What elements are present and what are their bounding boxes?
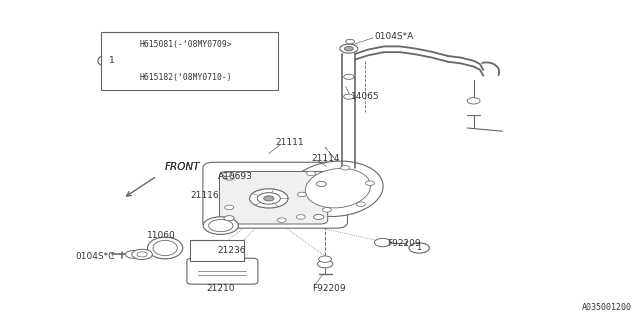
Circle shape bbox=[344, 74, 354, 79]
Text: 21111: 21111 bbox=[275, 138, 304, 147]
Text: FRONT: FRONT bbox=[165, 162, 200, 172]
Circle shape bbox=[409, 243, 429, 253]
Text: A035001200: A035001200 bbox=[582, 303, 632, 312]
Circle shape bbox=[137, 252, 147, 257]
Circle shape bbox=[277, 218, 286, 222]
Circle shape bbox=[317, 260, 333, 268]
Text: 1: 1 bbox=[109, 56, 115, 65]
Circle shape bbox=[319, 256, 332, 262]
Circle shape bbox=[374, 238, 391, 247]
Text: 0104S*C: 0104S*C bbox=[76, 252, 115, 261]
Circle shape bbox=[223, 172, 232, 177]
Circle shape bbox=[250, 189, 288, 208]
Ellipse shape bbox=[153, 240, 177, 256]
Text: 21236: 21236 bbox=[218, 246, 246, 255]
FancyBboxPatch shape bbox=[190, 240, 244, 261]
Text: 21210: 21210 bbox=[207, 284, 235, 293]
Circle shape bbox=[225, 205, 234, 210]
Text: A10693: A10693 bbox=[218, 172, 252, 181]
Text: 0104S*A: 0104S*A bbox=[374, 32, 413, 41]
Circle shape bbox=[298, 192, 307, 197]
Circle shape bbox=[467, 98, 480, 104]
Ellipse shape bbox=[204, 217, 238, 234]
Circle shape bbox=[257, 193, 280, 204]
Circle shape bbox=[224, 175, 234, 180]
Circle shape bbox=[307, 171, 316, 176]
Circle shape bbox=[323, 208, 332, 212]
Ellipse shape bbox=[305, 168, 371, 208]
Ellipse shape bbox=[209, 220, 233, 232]
Circle shape bbox=[344, 94, 354, 99]
Circle shape bbox=[346, 39, 355, 44]
Text: FRONT: FRONT bbox=[165, 162, 200, 172]
Circle shape bbox=[125, 251, 141, 258]
Text: F92209: F92209 bbox=[387, 239, 421, 248]
Text: F92209: F92209 bbox=[312, 284, 346, 293]
Text: 1: 1 bbox=[417, 244, 422, 252]
Text: 14065: 14065 bbox=[351, 92, 380, 100]
Text: H615081(-‘08MY0709>: H615081(-‘08MY0709> bbox=[140, 40, 232, 49]
Circle shape bbox=[132, 249, 152, 260]
Circle shape bbox=[264, 196, 274, 201]
Text: 11060: 11060 bbox=[147, 231, 176, 240]
FancyBboxPatch shape bbox=[203, 162, 348, 228]
Circle shape bbox=[365, 181, 374, 185]
Text: 21116: 21116 bbox=[191, 191, 220, 200]
FancyBboxPatch shape bbox=[101, 32, 278, 90]
Circle shape bbox=[316, 181, 326, 187]
FancyBboxPatch shape bbox=[220, 172, 328, 224]
FancyBboxPatch shape bbox=[187, 258, 258, 284]
Ellipse shape bbox=[289, 161, 383, 217]
Circle shape bbox=[224, 216, 234, 221]
Text: H615182(‘08MY0710-): H615182(‘08MY0710-) bbox=[140, 73, 232, 82]
Circle shape bbox=[340, 165, 349, 170]
Circle shape bbox=[314, 214, 324, 220]
Ellipse shape bbox=[148, 237, 183, 259]
Text: 21114: 21114 bbox=[312, 154, 340, 163]
Circle shape bbox=[296, 215, 305, 219]
Circle shape bbox=[344, 46, 353, 51]
Circle shape bbox=[340, 44, 358, 53]
Circle shape bbox=[98, 54, 126, 68]
Circle shape bbox=[356, 202, 365, 206]
